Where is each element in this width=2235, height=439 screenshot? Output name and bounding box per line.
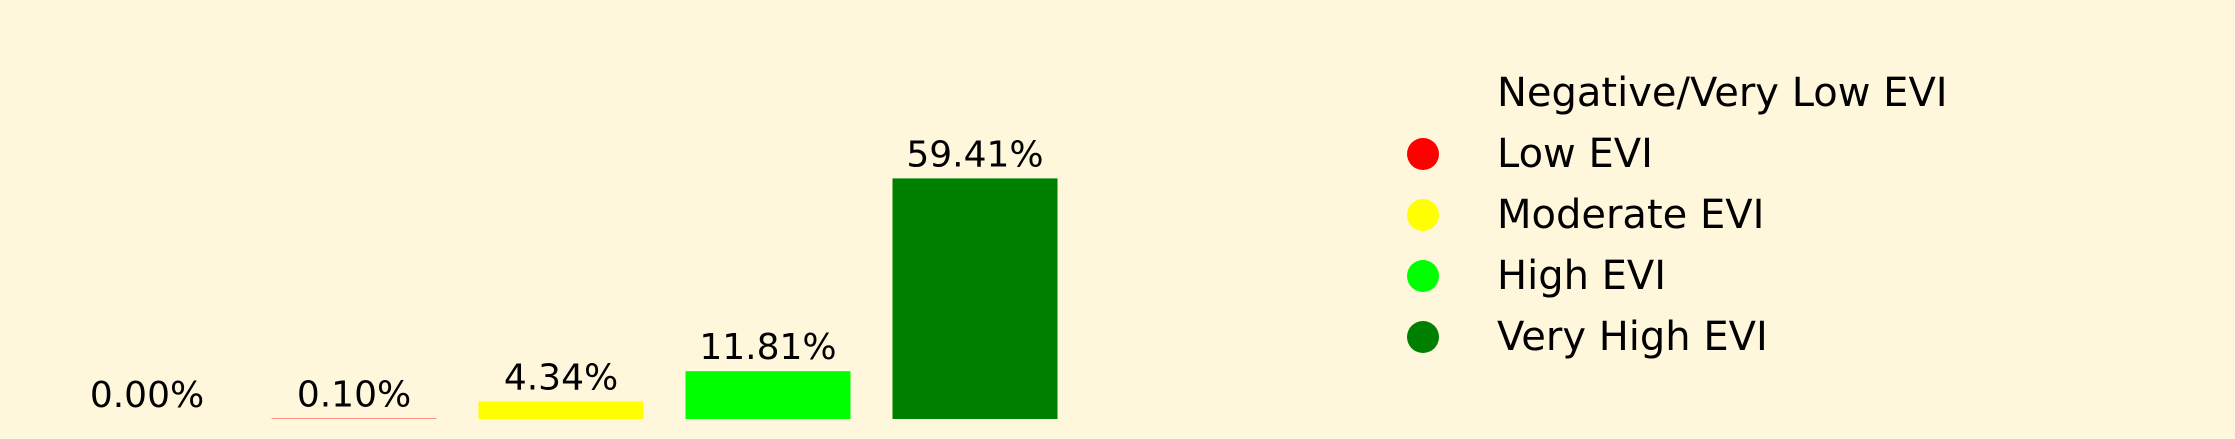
data-label-0: 0.00% bbox=[90, 375, 204, 416]
legend-label-3: High EVI bbox=[1497, 253, 1666, 299]
bar-3 bbox=[686, 371, 851, 419]
data-label-3: 11.81% bbox=[699, 327, 836, 368]
data-label-2: 4.34% bbox=[504, 357, 618, 398]
legend-marker-0 bbox=[1407, 77, 1439, 109]
legend-marker-2 bbox=[1407, 199, 1439, 231]
legend-label-0: Negative/Very Low EVI bbox=[1497, 70, 1948, 116]
legend-label-1: Low EVI bbox=[1497, 131, 1653, 177]
bar-2 bbox=[479, 401, 644, 419]
data-label-4: 59.41% bbox=[906, 134, 1043, 175]
legend-marker-4 bbox=[1407, 321, 1439, 353]
legend-marker-3 bbox=[1407, 260, 1439, 292]
bar-4 bbox=[893, 178, 1058, 419]
legend-label-2: Moderate EVI bbox=[1497, 192, 1764, 238]
legend: Negative/Very Low EVI Low EVI Moderate EVI… bbox=[1407, 70, 1948, 360]
legend-marker-1 bbox=[1407, 138, 1439, 170]
legend-label-4: Very High EVI bbox=[1497, 314, 1768, 360]
data-label-1: 0.10% bbox=[297, 375, 411, 416]
